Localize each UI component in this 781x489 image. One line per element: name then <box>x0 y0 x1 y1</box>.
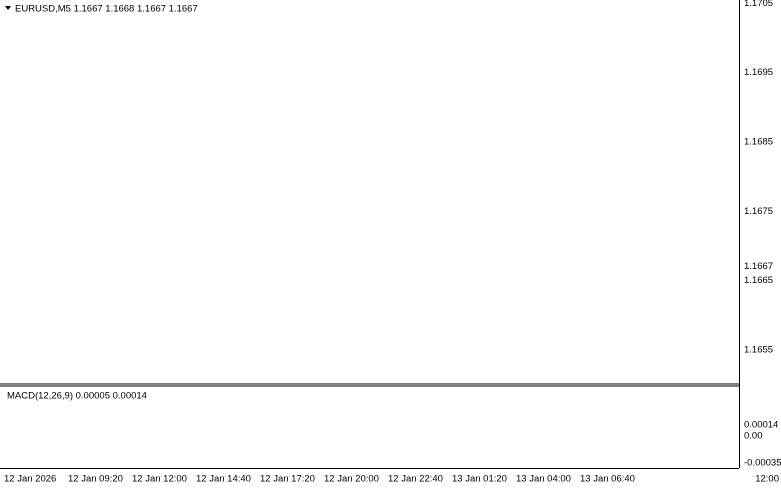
level-label: 1.1696 <box>744 60 773 71</box>
macd-title: MACD(12,26,9) 0.00005 0.00014 <box>7 391 147 402</box>
y-tick-label: 1.1675 <box>744 206 773 217</box>
chart-title: EURUSD,M5 1.1667 1.1668 1.1667 1.1667 <box>15 4 198 15</box>
y2-tick-label: 0.00014 <box>744 420 778 431</box>
labels: 1.1655 1.1665 1.1675 1.1685 1.1695 1.1705 12 J… <box>4 0 781 485</box>
x-tick-label: 13 Jan 04:00 <box>516 474 571 485</box>
x-tick-label: 12 Jan 22:40 <box>388 474 443 485</box>
y-tick-label: 1.1665 <box>744 275 773 286</box>
y-tick-label: 1.1705 <box>744 0 773 9</box>
x-tick-label: 12:00 <box>755 474 779 485</box>
x-tick-label: 12 Jan 20:00 <box>324 474 379 485</box>
x-tick-label: 12 Jan 09:20 <box>68 474 123 485</box>
y-tick-label: 1.1655 <box>744 344 773 355</box>
level-label: 1.1670 <box>744 240 773 251</box>
menu-arrow[interactable] <box>5 6 11 10</box>
x-tick-label: 12 Jan 17:20 <box>260 474 315 485</box>
last-price-label: 1.1667 <box>744 261 773 272</box>
x-tick-label: 13 Jan 01:20 <box>452 474 507 485</box>
y2-tick-label: 0.00 <box>744 431 763 442</box>
level-label: 1.1668 <box>744 254 773 265</box>
y-tick-label: 1.1685 <box>744 136 773 147</box>
x-tick-label: 12 Jan 12:00 <box>132 474 187 485</box>
level-label: 1.1653 <box>744 358 773 369</box>
x-tick-label: 12 Jan 14:40 <box>196 474 251 485</box>
marker-label: 2026.01.13 11:30 <box>649 474 722 485</box>
y-tick-label: 1.1695 <box>744 67 773 78</box>
y2-tick-label: -0.00035 <box>744 458 781 469</box>
x-tick-label: 13 Jan 06:40 <box>580 474 635 485</box>
x-tick-label: 12 Jan 2026 <box>4 474 56 485</box>
